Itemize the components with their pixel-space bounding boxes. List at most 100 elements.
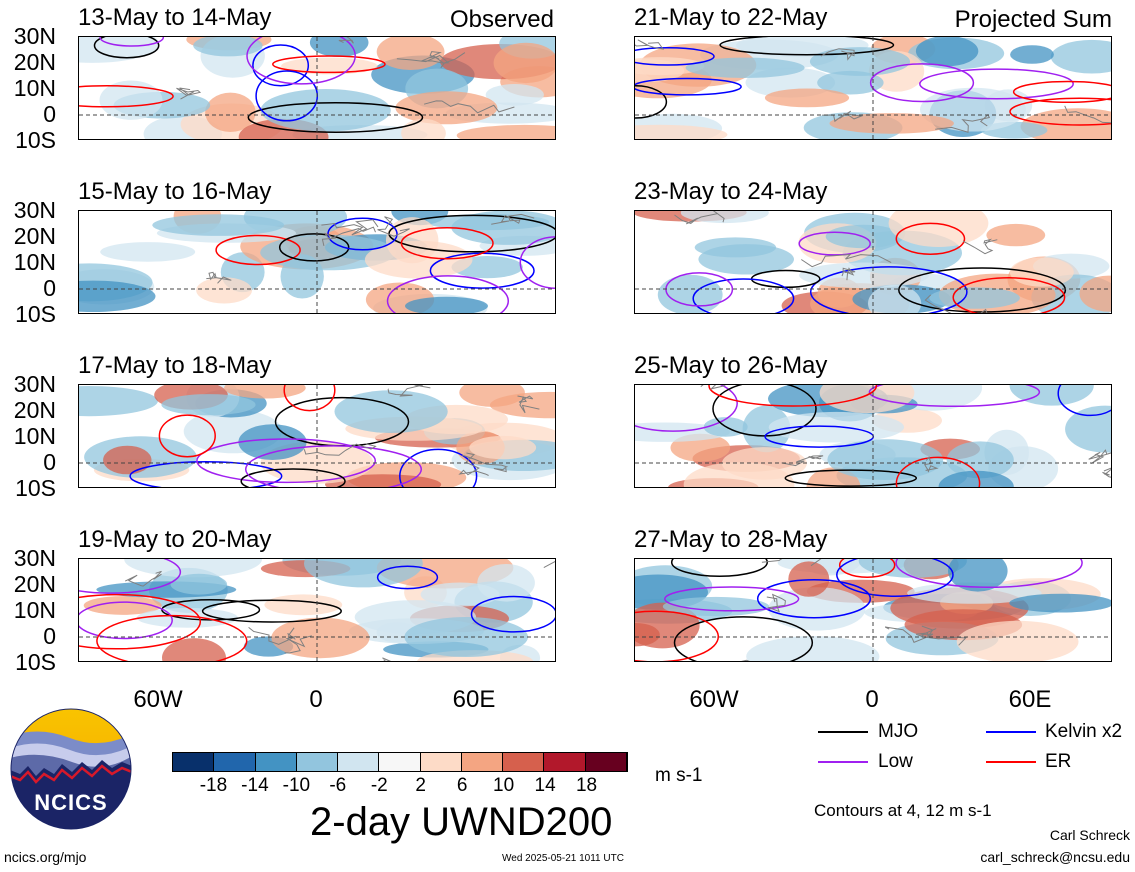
coastline [841,267,856,281]
wind-anomaly-shading [635,124,728,139]
contour-line [869,63,975,103]
wind-anomaly-shading [124,559,262,578]
lat-label: 10S [15,301,56,327]
lat-label: 30N [13,23,56,49]
contour-line [386,275,510,313]
contours-note: Contours at 4, 12 m s-1 [814,801,992,820]
contour-line [246,37,356,85]
colorbar-swatch [173,753,215,771]
contour-line [635,610,720,661]
coastline [935,113,991,133]
panel-title: 27-May to 28-May [634,526,828,553]
lon-label-60w-right: 60W [689,686,739,713]
projected-sum-label: Projected Sum [954,6,1112,33]
map-panel [634,210,1112,314]
panel-title: 17-May to 18-May [78,352,272,379]
wind-anomaly-shading [420,582,500,607]
map-panel [634,558,1112,662]
colorbar [172,752,628,772]
contour-line [1057,385,1111,417]
contour-line [952,277,1066,313]
contour-line [1012,80,1111,104]
colorbar-swatch [420,753,462,771]
coastline [176,87,202,100]
wind-anomaly-shading [99,80,163,120]
wind-anomaly-shading [280,254,324,299]
contour-line [635,385,738,432]
contour-line [470,595,555,633]
wind-anomaly-shading [694,237,777,258]
contour-line [158,414,216,458]
contour-line [895,559,1083,589]
contour-line [252,44,310,87]
map-panel [78,384,556,488]
lat-label: 10S [15,127,56,153]
wind-anomaly-shading [238,424,307,460]
map-panel [634,36,1112,140]
coastline [382,657,391,661]
wind-anomaly-shading [79,386,158,417]
lat-label: 20N [13,397,56,423]
colorbar-tick-label: -14 [241,775,269,796]
lat-label: 20N [13,223,56,249]
colorbar-units: m s-1 [655,765,703,786]
coastline [396,54,450,69]
wind-anomaly-shading [334,390,448,433]
contour-line [93,37,160,59]
coastline [458,452,489,476]
coastline [962,238,998,255]
wind-anomaly-shading [79,37,160,63]
contour-line [895,222,966,255]
wind-anomaly-shading [1009,593,1111,613]
contour-line [388,214,555,253]
coastline [1102,467,1111,478]
contour-line [215,234,301,266]
coastline [920,625,967,646]
legend-label: Kelvin x2 [1045,721,1123,742]
map-panel [634,384,1112,488]
legend-swatch [818,761,868,763]
wind-anomaly-shading [83,596,162,615]
wind-anomaly-shading [100,242,196,262]
contour-line [399,448,478,487]
lat-label: 0 [43,623,56,649]
contour-line [635,77,742,96]
lat-label: 10N [13,423,56,449]
coastline [801,253,892,268]
wind-anomaly-shading [657,274,723,313]
map-field [635,37,1111,139]
map-field [635,211,1111,313]
wind-anomaly-shading [1065,405,1111,453]
colorbar-swatch [214,753,256,771]
colorbar-swatch [338,753,380,771]
wind-anomaly-shading [205,92,256,132]
panel-title: 21-May to 22-May [634,4,828,31]
panel-title: 23-May to 24-May [634,178,828,205]
wind-anomaly-shading [162,638,226,661]
footer-email: carl_schreck@ncsu.edu [980,849,1130,865]
contour-line [327,217,398,251]
wind-anomaly-shading [946,441,1014,479]
contour-line [708,385,878,407]
panel-title: 19-May to 20-May [78,526,272,553]
wind-anomaly-shading [79,280,156,312]
colorbar-tick-label: 2 [415,775,427,796]
coastline [387,385,431,397]
contour-line [79,601,173,640]
wind-anomaly-shading [405,296,488,313]
colorbar-swatch [503,753,545,771]
map-panel [78,558,556,662]
contour-line [201,599,342,623]
contour-line [836,559,954,597]
coastline [923,456,939,473]
wind-anomaly-shading [485,84,544,106]
wind-anomaly-shading [136,607,238,628]
contour-line [868,385,1041,408]
wind-anomaly-shading [817,70,884,95]
wind-anomaly-shading [170,573,228,595]
wind-anomaly-shading [746,636,880,661]
wind-anomaly-shading [635,57,705,76]
wind-anomaly-shading [956,620,1079,661]
wind-anomaly-shading [986,223,1046,247]
contour-line [247,102,424,133]
